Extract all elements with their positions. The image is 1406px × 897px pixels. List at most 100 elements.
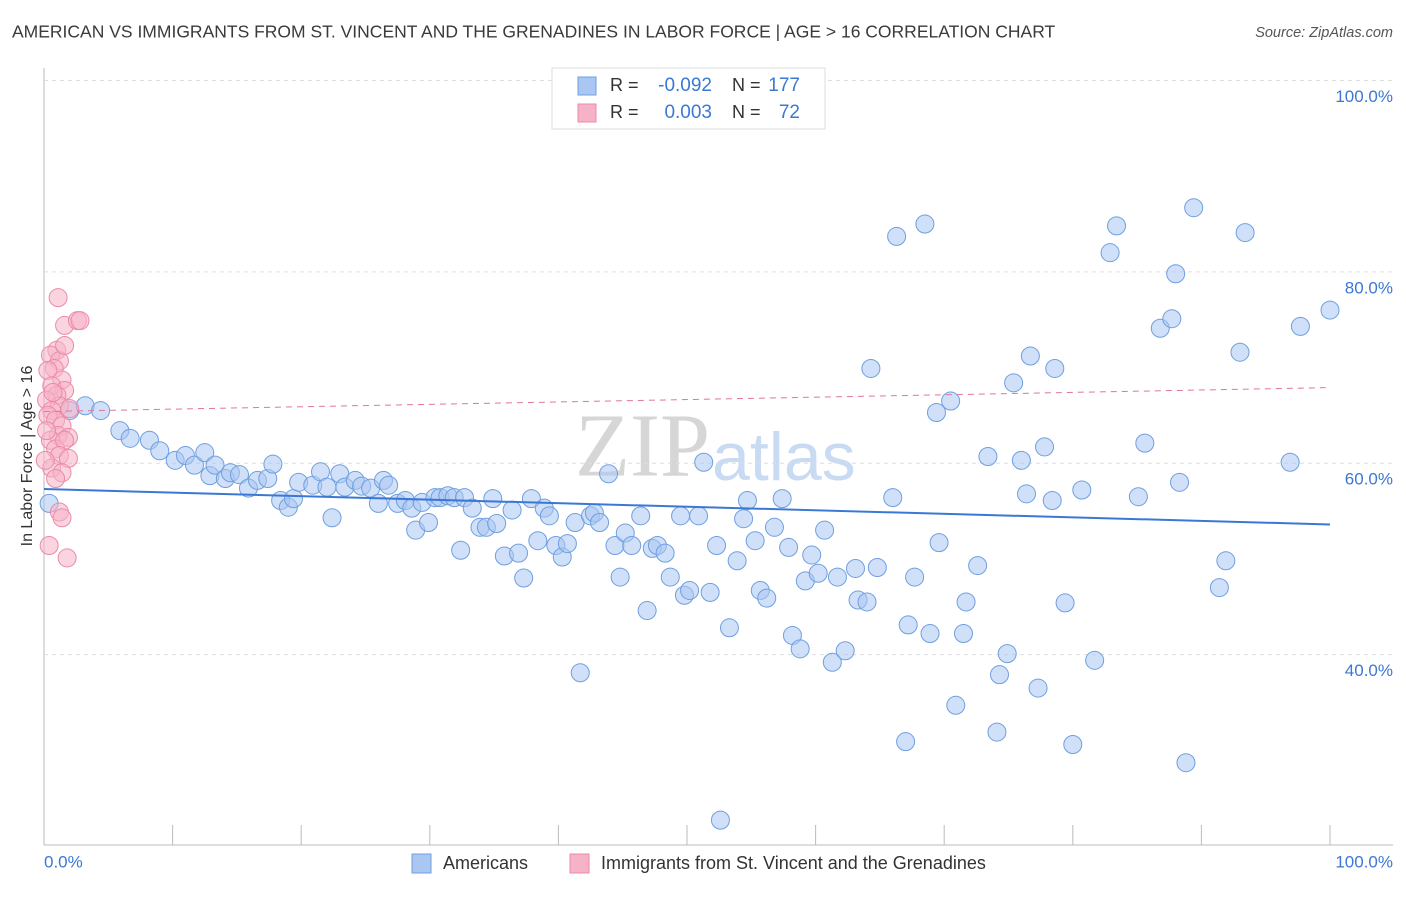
data-point [1176,753,1196,773]
legend-r-label: R = [610,102,639,122]
data-point [1230,342,1250,362]
data-point [1017,484,1037,504]
data-point [48,288,68,308]
data-point [1028,678,1048,698]
legend-swatch [411,853,432,874]
data-point [779,537,799,557]
data-point [968,556,988,576]
data-point [55,336,75,355]
data-point [883,488,903,508]
legend-swatch [569,853,590,874]
data-point [808,563,828,583]
data-point [997,644,1017,664]
data-point [317,477,337,497]
data-point [1045,358,1065,378]
data-point [734,509,754,529]
data-point [655,543,675,563]
data-point [35,450,55,470]
legend-swatch [577,76,597,96]
data-point [987,722,1007,742]
plot: 40.0% 60.0% 80.0% 100.0% 0.0% 100.0% [35,79,1393,871]
data-point [1280,452,1300,472]
y-tick-label: 40.0% [1345,661,1393,680]
data-point [857,592,877,612]
trend-line [43,387,1331,413]
data-point [953,624,973,644]
data-point [1170,472,1190,492]
data-point [1166,264,1186,284]
data-point [920,624,940,644]
data-point [737,491,757,511]
legend-r-value: -0.092 [658,75,712,96]
data-point [60,399,80,419]
data-point [528,531,548,551]
data-point [1216,551,1236,571]
data-point [1235,223,1255,243]
data-point [622,535,642,555]
data-point [205,455,225,475]
data-point [1004,373,1024,393]
data-point [419,513,439,533]
data-point [978,447,998,466]
legend: R = -0.092 N = 177 R = 0.003 N = 72 Americans Imm… [411,75,986,874]
legend-label: Americans [443,853,528,873]
data-point [745,531,765,551]
data-point [772,489,792,509]
data-point [1107,216,1127,236]
data-point [283,489,303,509]
data-point [539,506,559,526]
data-point [896,732,916,752]
data-point [120,428,140,448]
watermark: ZIP [575,397,710,496]
data-point [1100,243,1120,263]
data-point [822,652,842,672]
data-point [599,464,619,484]
chart-title: AMERICAN VS IMMIGRANTS FROM ST. VINCENT … [12,22,1056,42]
data-point [483,489,503,509]
data-point [637,601,657,621]
data-point [845,558,865,578]
data-point [37,421,57,441]
data-point [195,443,215,463]
data-point [956,592,976,612]
data-point [867,558,887,577]
data-point [898,615,918,635]
data-point [514,568,534,588]
data-point [719,618,739,638]
source: Source: ZipAtlas.com [1255,25,1393,41]
data-point [184,455,204,475]
data-point [887,226,907,246]
data-point [590,513,610,533]
data-point [764,517,784,537]
data-point [46,469,66,489]
data-point [710,810,730,830]
y-tick-label: 100.0% [1335,87,1393,106]
data-point [462,498,482,518]
data-point [861,358,881,378]
data-point [570,663,590,683]
data-point [379,475,399,495]
data-point [1042,491,1062,511]
data-point [835,641,855,661]
data-point [727,551,747,571]
data-point [905,567,925,587]
data-point [757,588,777,608]
data-point [989,665,1009,685]
data-point [926,402,946,422]
data-point [1072,480,1092,500]
legend-n-value: 177 [768,75,800,96]
data-point [941,391,961,411]
data-point [263,454,283,474]
data-point [1128,487,1148,507]
data-point [451,540,471,560]
data-point [694,452,714,472]
data-point [660,567,680,587]
x-tick-label: 100.0% [1335,852,1393,871]
y-tick-label: 60.0% [1345,470,1393,489]
legend-n-label: N = [732,75,761,95]
legend-n-value: 72 [779,102,800,123]
data-point [707,535,727,555]
legend-box [551,67,826,130]
data-point [43,382,63,402]
